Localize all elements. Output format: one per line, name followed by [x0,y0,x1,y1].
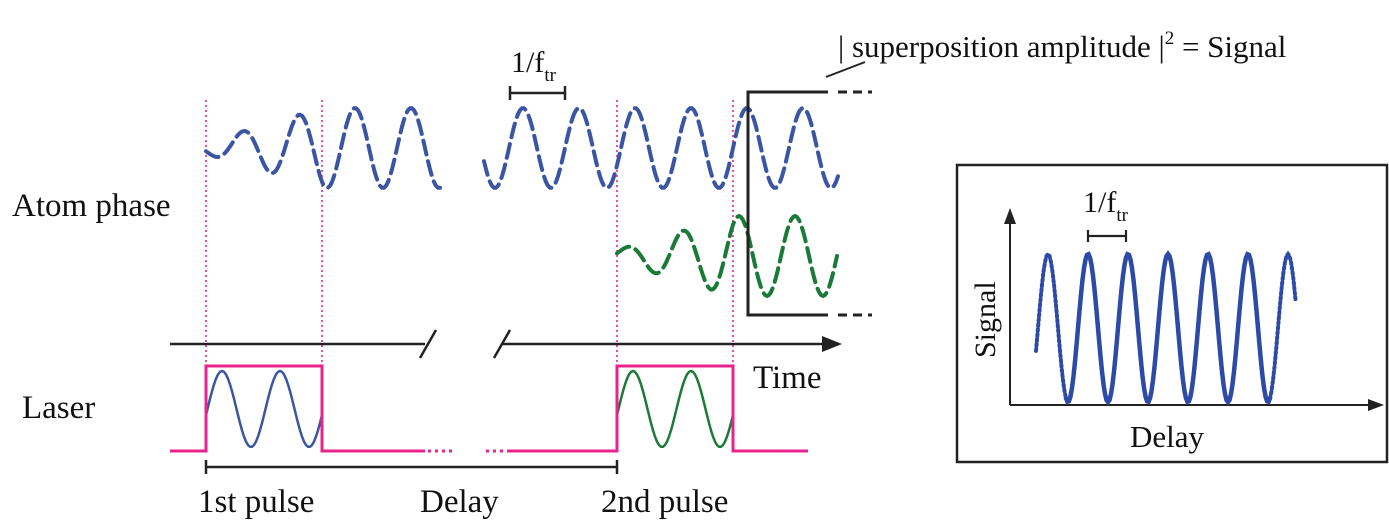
laser-label: Laser [22,390,95,426]
first-pulse-label: 1st pulse [198,484,314,520]
inset-signal-curve [1034,250,1298,406]
inset-period-label: 1/ftr [1083,186,1129,226]
inset-x-arrowhead [1368,399,1384,411]
time-axis-label: Time [753,360,821,396]
laser-wave-pulse2 [615,369,735,449]
time-axis-arrowhead [822,336,842,352]
inset-signal-dotted-left [1034,250,1068,401]
laser-wave-pulse1 [204,369,324,449]
period-label-top: 1/ftr [511,46,557,86]
inset-ylabel: Signal [969,281,1002,358]
inset-y-arrowhead [1004,208,1016,224]
delay-bracket [204,460,619,474]
atom-wave-2 [615,213,839,299]
atom-wave-1-segment-a [204,106,442,190]
inset-signal-dotted-right [1268,250,1298,401]
second-pulse-label: 2nd pulse [601,484,728,520]
superposition-bracket [746,90,872,317]
delay-label: Delay [420,484,499,520]
laser-envelope [170,364,808,453]
time-axis [170,329,842,359]
inset-period-bracket [1086,230,1128,242]
inset-signal-solid [1063,250,1273,406]
atom-wave-1-segment-b [482,106,840,190]
inset-xlabel: Delay [1130,419,1205,454]
laser-field-waves [204,369,735,449]
signal-equation-leader [825,61,866,78]
period-bracket-top: 1/ftr [508,46,567,100]
signal-inset: 1/ftr Signal Delay [955,163,1389,464]
inset-frame [955,163,1389,464]
atom-phase-waves [204,106,840,299]
atom-phase-label: Atom phase [12,188,171,224]
signal-equation: | superposition amplitude |2 = Signal [838,28,1286,64]
